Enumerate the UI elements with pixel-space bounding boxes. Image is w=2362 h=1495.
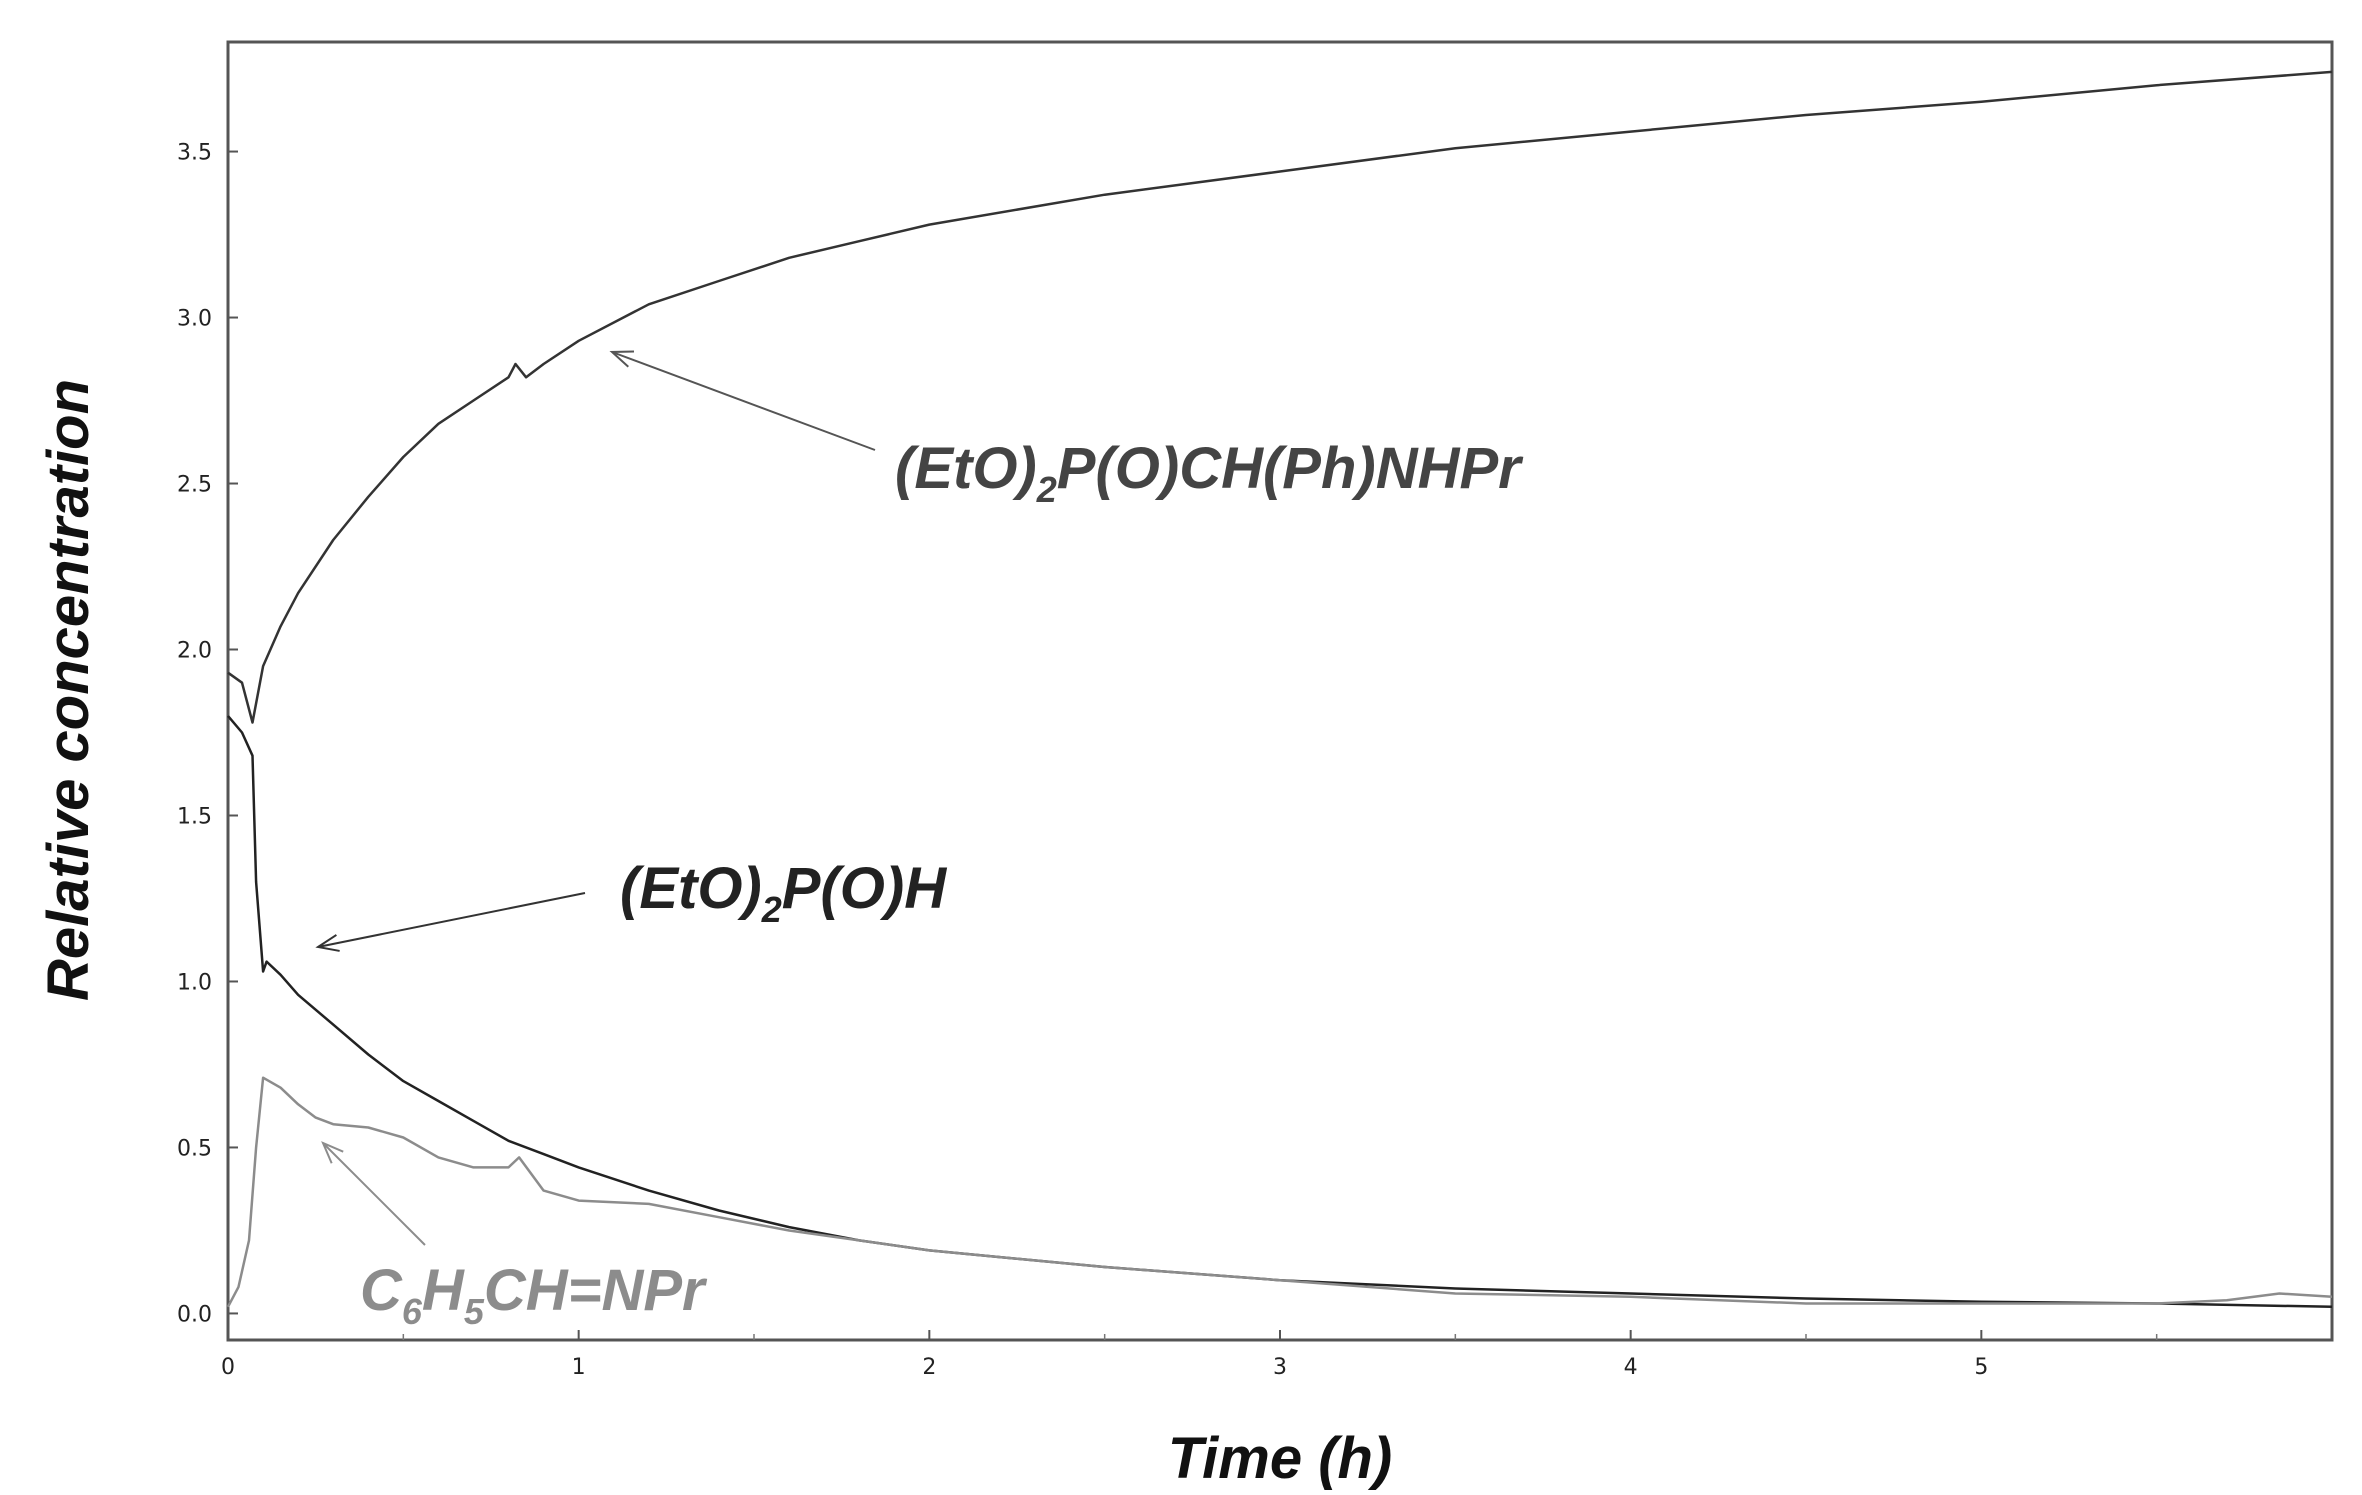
y-tick-label: 3.5	[177, 141, 212, 166]
annotation-phosphite-part: (EtO)	[620, 856, 762, 921]
y-axis-title: Relative concentration	[36, 379, 101, 1001]
y-tick-label: 1.5	[177, 804, 212, 829]
y-tick-label: 2.0	[177, 639, 212, 664]
annotation-imine-part: CH=NPr	[484, 1258, 708, 1323]
annotation-phosphite-part: P(O)H	[782, 856, 947, 921]
series-line-phosphite	[227, 715, 2333, 1309]
x-tick-label: 3	[1273, 1355, 1287, 1380]
annotation-arrow-imine	[322, 1142, 426, 1246]
annotation-imine-subscript: 6	[402, 1291, 423, 1332]
series-line-product	[227, 70, 2333, 724]
annotation-imine-part: H	[422, 1258, 465, 1323]
annotation-imine-part: C	[360, 1258, 403, 1323]
annotation-phosphite: (EtO)2P(O)H	[620, 856, 947, 930]
y-axis: 0.0 0.5 1.0 1.5 2.0 2.5 3.0 3.5	[177, 141, 238, 1327]
x-axis-title: Time (h)	[1168, 1426, 1393, 1491]
plot-frame	[226, 40, 2334, 1342]
annotation-arrow-product	[611, 351, 876, 451]
x-tick-label: 5	[1974, 1355, 1988, 1380]
annotation-arrowhead-phosphite	[315, 934, 340, 952]
y-tick-label: 3.0	[177, 307, 212, 332]
x-tick-label: 1	[572, 1355, 586, 1380]
annotation-product-subscript: 2	[1036, 469, 1057, 510]
annotation-product: (EtO)2P(O)CH(Ph)NHPr	[895, 436, 1524, 510]
series-layer	[226, 70, 2333, 1309]
x-tick-label: 0	[221, 1355, 235, 1380]
series-line-imine	[226, 1076, 2333, 1308]
y-tick-label: 2.5	[177, 473, 212, 498]
x-axis: 0 1 2 3 4 5	[221, 1330, 2158, 1380]
annotation-imine-subscript: 5	[464, 1291, 485, 1332]
annotation-arrowhead-product	[609, 350, 635, 368]
annotation-imine: C6H5CH=NPr	[360, 1258, 708, 1332]
annotation-arrow-phosphite	[317, 892, 586, 948]
annotation-arrows	[315, 350, 876, 1246]
annotation-arrowhead-imine	[321, 1141, 344, 1164]
annotation-product-part: (EtO)	[895, 436, 1037, 501]
annotation-product-part: P(O)CH(Ph)NHPr	[1057, 436, 1524, 501]
annotation-phosphite-subscript: 2	[761, 889, 782, 930]
x-tick-label: 4	[1624, 1355, 1638, 1380]
y-tick-label: 0.5	[177, 1136, 212, 1161]
y-tick-label: 1.0	[177, 970, 212, 995]
x-tick-label: 2	[922, 1355, 936, 1380]
y-tick-label: 0.0	[177, 1302, 212, 1327]
